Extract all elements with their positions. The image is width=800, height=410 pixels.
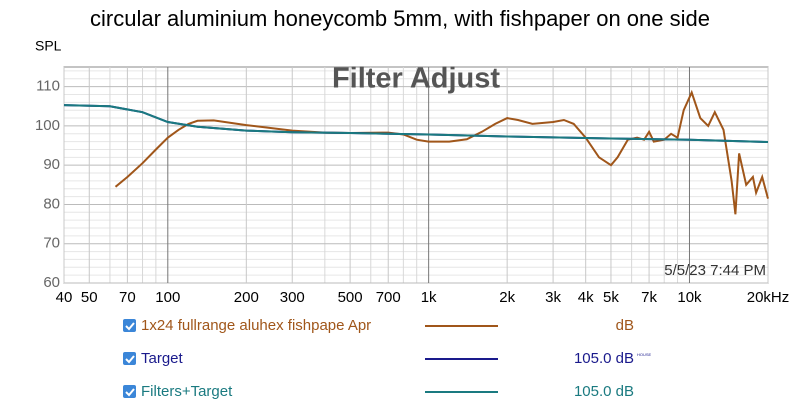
x-tick-label: 5k <box>603 289 619 306</box>
x-tick-label: 2k <box>499 289 515 306</box>
legend-check[interactable] <box>125 355 135 364</box>
legend-check[interactable] <box>125 388 135 397</box>
legend-checkbox[interactable] <box>123 319 136 332</box>
x-tick-label: 50 <box>81 289 98 306</box>
series-line <box>114 89 769 215</box>
x-tick-label: 200 <box>234 289 259 306</box>
x-tick-label: 10k <box>677 289 702 306</box>
y-tick-label: 100 <box>35 117 60 134</box>
x-tick-label: 4k <box>578 289 594 306</box>
x-tick-label: 100 <box>155 289 180 306</box>
y-tick-label: 80 <box>43 195 60 212</box>
legend-value: 105.0 dB <box>574 383 634 400</box>
legend-note: HOUSE <box>637 352 652 357</box>
x-tick-label: 40 <box>56 289 73 306</box>
y-tick-label: 60 <box>43 274 60 291</box>
x-tick-label: 1k <box>421 289 437 306</box>
x-tick-label: 700 <box>376 289 401 306</box>
legend-check[interactable] <box>125 322 135 331</box>
plot-area <box>63 66 769 284</box>
series-line <box>63 104 769 143</box>
y-tick-label: 110 <box>36 78 60 95</box>
x-tick-label: 3k <box>545 289 561 306</box>
subtitle: Filter Adjust <box>332 63 500 95</box>
legend-value: dB <box>616 317 634 334</box>
chart-title: circular aluminium honeycomb 5mm, with f… <box>90 6 710 31</box>
legend-label: 1x24 fullrange aluhex fishpape Apr <box>141 317 371 334</box>
y-tick-label: 90 <box>43 156 60 173</box>
legend-label: Filters+Target <box>141 383 233 400</box>
legend-checkbox[interactable] <box>123 352 136 365</box>
y-tick-label: 70 <box>43 235 60 252</box>
legend-label: Target <box>141 350 184 367</box>
timestamp: 5/5/23 7:44 PM <box>664 262 766 279</box>
x-tick-label: 300 <box>280 289 305 306</box>
legend-checkbox[interactable] <box>123 385 136 398</box>
y-axis-label: SPL <box>35 38 62 54</box>
x-tick-label: 20kHz <box>747 289 790 306</box>
x-tick-label: 7k <box>641 289 657 306</box>
x-tick-label: 70 <box>119 289 136 306</box>
x-tick-label: 500 <box>338 289 363 306</box>
legend-value: 105.0 dB <box>574 350 634 367</box>
